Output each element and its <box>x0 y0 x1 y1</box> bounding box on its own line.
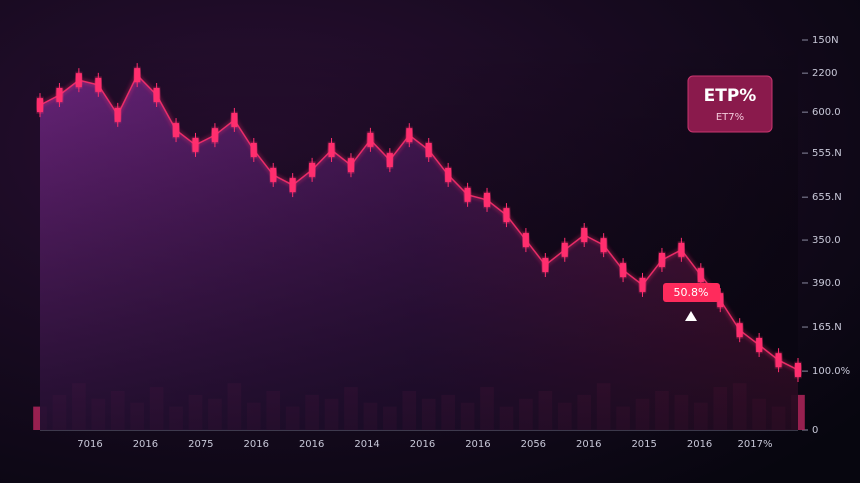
candle <box>581 228 588 242</box>
x-tick-label: 2016 <box>299 439 324 450</box>
candle <box>37 98 43 113</box>
x-tick-label: 2017% <box>738 439 773 450</box>
candle <box>192 137 199 152</box>
candle <box>756 337 763 352</box>
plot: 150N 2200 600.0 555.N 655.N 350.0 390.0 165.N 10… <box>33 35 850 450</box>
y-tick-label: 150N <box>812 35 839 46</box>
candle <box>211 128 218 143</box>
x-tick-label: 2014 <box>354 439 379 450</box>
x-tick-label: 2016 <box>576 439 601 450</box>
y-tick-label: 600.0 <box>812 107 841 118</box>
x-tick-label: 2016 <box>465 439 490 450</box>
candle <box>173 123 180 138</box>
candle <box>56 87 63 102</box>
callout-label: 50.8% <box>674 286 709 299</box>
y-tick-label: 390.0 <box>812 278 841 289</box>
candle <box>309 162 316 177</box>
candle <box>270 167 277 182</box>
x-tick-label: 2056 <box>521 439 546 450</box>
candle <box>658 252 665 267</box>
candle <box>600 238 607 253</box>
candle <box>114 107 121 122</box>
candle <box>445 167 452 182</box>
candle <box>231 112 238 127</box>
candle <box>484 192 491 207</box>
callout-box <box>663 283 720 302</box>
candle <box>620 263 627 278</box>
candle <box>795 362 801 377</box>
x-tick-label: 2015 <box>631 439 656 450</box>
x-tick-label: 2016 <box>410 439 435 450</box>
y-tick-label: 165.N <box>812 322 842 333</box>
candle <box>425 142 432 157</box>
candle <box>678 242 685 257</box>
y-tick-label: 555.N <box>812 148 842 159</box>
candle <box>386 153 393 168</box>
x-tick-label: 2075 <box>188 439 213 450</box>
candle <box>75 73 82 88</box>
info-subtitle: ET7% <box>716 112 744 123</box>
arrow-head <box>685 311 697 321</box>
y-tick-label: 2200 <box>812 68 837 79</box>
candle <box>367 132 374 147</box>
area-fade <box>40 40 798 430</box>
candle <box>464 187 471 202</box>
candle <box>775 353 782 368</box>
candle <box>522 233 529 248</box>
info-box <box>687 75 773 133</box>
y-tick-label: 100.0% <box>812 366 850 377</box>
candle <box>503 208 510 223</box>
x-tick-label: 2016 <box>687 439 712 450</box>
y-tick-label: 350.0 <box>812 235 841 246</box>
candle <box>542 258 549 273</box>
candle <box>717 293 724 308</box>
candle <box>328 142 335 157</box>
x-tick-label: 2016 <box>133 439 158 450</box>
candle <box>95 77 102 92</box>
candle <box>736 323 743 338</box>
candle <box>289 178 296 193</box>
candle <box>697 268 704 283</box>
candle <box>250 142 257 157</box>
y-tick-label: 655.N <box>812 192 842 203</box>
x-tick-label: 2016 <box>244 439 269 450</box>
candle <box>347 158 354 173</box>
price-line <box>39 73 799 371</box>
info-title: ETP% <box>704 86 757 106</box>
candle <box>134 68 141 83</box>
candle <box>153 87 160 102</box>
candle <box>561 242 568 257</box>
y-tick-label: 0 <box>812 425 818 436</box>
candle <box>406 128 413 143</box>
candle <box>639 277 646 292</box>
x-tick-label: 7016 <box>77 439 102 450</box>
